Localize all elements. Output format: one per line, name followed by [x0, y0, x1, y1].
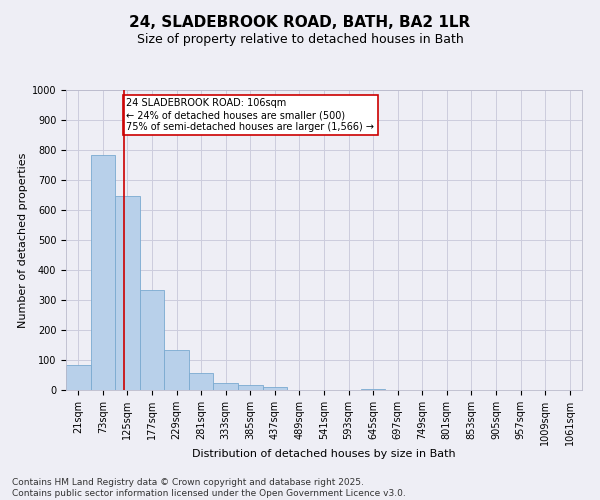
Bar — [66, 366, 91, 390]
Bar — [361, 388, 385, 390]
Bar — [140, 290, 164, 390]
Bar — [238, 384, 263, 390]
X-axis label: Distribution of detached houses by size in Bath: Distribution of detached houses by size … — [192, 449, 456, 459]
Text: 24, SLADEBROOK ROAD, BATH, BA2 1LR: 24, SLADEBROOK ROAD, BATH, BA2 1LR — [130, 15, 470, 30]
Text: Size of property relative to detached houses in Bath: Size of property relative to detached ho… — [137, 32, 463, 46]
Bar — [214, 384, 238, 390]
Text: 24 SLADEBROOK ROAD: 106sqm
← 24% of detached houses are smaller (500)
75% of sem: 24 SLADEBROOK ROAD: 106sqm ← 24% of deta… — [126, 98, 374, 132]
Bar — [189, 373, 214, 390]
Text: Contains HM Land Registry data © Crown copyright and database right 2025.
Contai: Contains HM Land Registry data © Crown c… — [12, 478, 406, 498]
Bar — [164, 350, 189, 390]
Bar — [263, 387, 287, 390]
Bar — [115, 196, 140, 390]
Bar — [91, 155, 115, 390]
Y-axis label: Number of detached properties: Number of detached properties — [17, 152, 28, 328]
